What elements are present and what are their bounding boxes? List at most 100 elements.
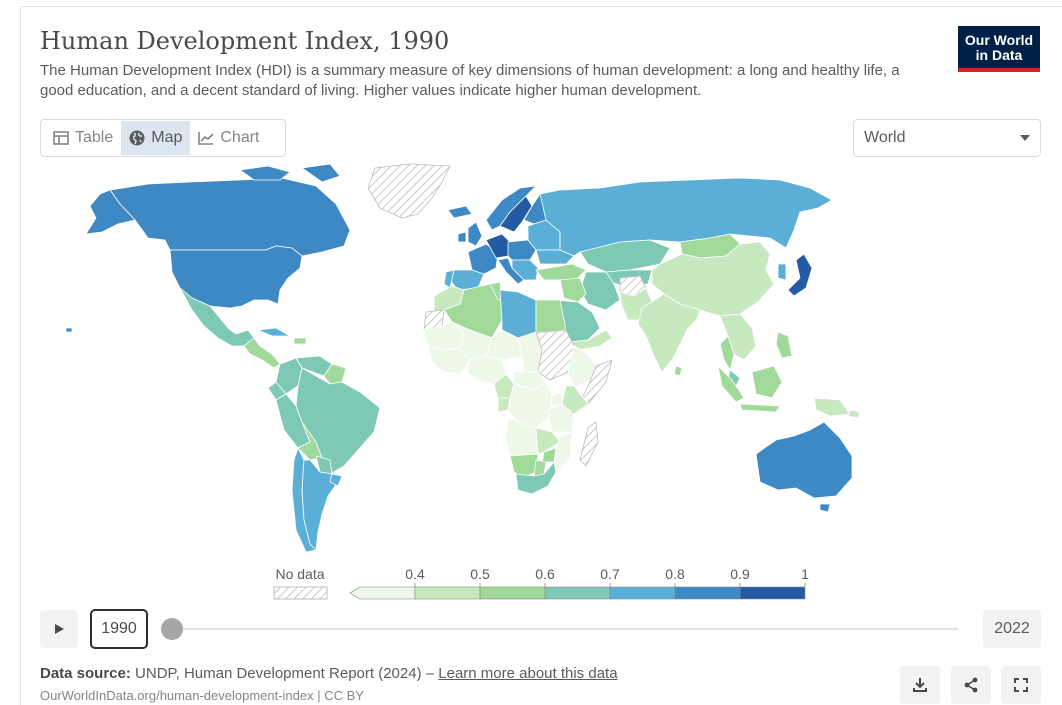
legend-bin (674, 586, 741, 600)
data-source-label: Data source: (40, 665, 131, 682)
country-sri-lanka[interactable] (673, 365, 683, 377)
country-iceland[interactable] (447, 205, 473, 219)
country-dr-congo[interactable] (507, 381, 553, 429)
country-cuba[interactable] (257, 327, 291, 337)
fullscreen-icon (1014, 678, 1028, 692)
tab-map[interactable]: Map (121, 121, 191, 155)
country-ireland[interactable] (457, 231, 467, 243)
end-year-box[interactable]: 2022 (983, 610, 1041, 648)
timeline-handle[interactable] (161, 618, 183, 640)
country-iraq-syria[interactable] (559, 277, 587, 303)
play-button[interactable] (40, 610, 78, 648)
country-papua-new-guinea[interactable] (813, 397, 851, 417)
legend-ticks: 0.4 0.5 0.6 0.7 0.8 0.9 1 (405, 566, 809, 587)
legend-bin (544, 586, 611, 600)
learn-more-link[interactable]: Learn more about this data (438, 665, 618, 682)
world-map[interactable] (40, 160, 860, 560)
chevron-down-icon (1020, 135, 1030, 141)
table-icon (53, 131, 69, 145)
legend-below-swatch (349, 586, 416, 600)
owid-logo[interactable]: Our World in Data (958, 26, 1040, 72)
country-indonesia-borneo[interactable] (751, 365, 783, 399)
country-pacific-islands[interactable] (847, 409, 860, 419)
view-tabs: Table Map Chart (40, 119, 286, 157)
legend-bin (414, 586, 481, 600)
legend-bin (479, 586, 546, 600)
region-select-value: World (864, 129, 906, 146)
region-select[interactable]: World (853, 119, 1041, 157)
legend-tick-label: 0.9 (730, 566, 750, 582)
country-zambia[interactable] (535, 427, 561, 455)
legend-bins (414, 586, 806, 600)
country-guianas[interactable] (323, 363, 347, 385)
legend-tick-label: 1 (801, 566, 809, 582)
country-turkey[interactable] (535, 263, 587, 281)
data-source-text: UNDP, Human Development Report (2024) – (135, 665, 435, 682)
legend-no-data-label: No data (275, 566, 324, 582)
legend-bin (609, 586, 676, 600)
data-source: Data source: UNDP, Human Development Rep… (40, 665, 618, 682)
country-kenya[interactable] (561, 385, 589, 415)
country-japan[interactable] (787, 253, 813, 297)
country-philippines[interactable] (775, 331, 793, 359)
country-ukraine[interactable] (535, 249, 575, 265)
page-title: Human Development Index, 1990 (40, 27, 450, 55)
source-url: OurWorldInData.org/human-development-ind… (40, 688, 364, 703)
country-uganda[interactable] (551, 391, 563, 407)
legend-tick-label: 0.5 (470, 566, 490, 582)
legend-bin (739, 586, 806, 600)
country-uk[interactable] (467, 221, 483, 247)
share-button[interactable] (951, 666, 991, 704)
fullscreen-button[interactable] (1001, 666, 1041, 704)
country-china[interactable] (651, 241, 775, 317)
legend-tick-label: 0.4 (405, 566, 425, 582)
country-madagascar[interactable] (579, 421, 599, 467)
country-argentina[interactable] (301, 459, 339, 551)
legend-tick-label: 0.6 (535, 566, 555, 582)
download-button[interactable] (900, 666, 940, 704)
country-namibia[interactable] (509, 453, 539, 479)
country-korea[interactable] (777, 263, 787, 281)
country-south-africa[interactable] (515, 461, 557, 495)
country-west-africa-coast[interactable] (427, 345, 471, 375)
country-mexico[interactable] (179, 287, 255, 347)
share-icon (964, 677, 978, 693)
tab-chart-label: Chart (220, 129, 260, 146)
country-tasmania[interactable] (819, 503, 831, 513)
timeline-controls: 1990 2022 (40, 609, 1041, 649)
country-usa-alaska[interactable] (85, 189, 136, 235)
country-uruguay[interactable] (329, 473, 343, 487)
tab-chart[interactable]: Chart (190, 121, 267, 155)
legend-no-data-swatch (273, 586, 328, 600)
country-greenland[interactable] (367, 163, 451, 219)
chart-frame (20, 6, 1062, 705)
country-canada-islands[interactable] (239, 163, 341, 183)
country-hawaii[interactable] (65, 327, 73, 333)
current-year-box[interactable]: 1990 (90, 609, 148, 649)
country-indonesia-sumatra[interactable] (717, 365, 745, 403)
tab-table-label: Table (75, 129, 114, 146)
country-gabon-congo[interactable] (497, 397, 511, 413)
line-chart-icon (198, 132, 214, 145)
country-australia[interactable] (755, 421, 853, 499)
page-subtitle: The Human Development Index (HDI) is a s… (40, 62, 900, 99)
legend-tick-label: 0.8 (665, 566, 685, 582)
tab-table[interactable]: Table (45, 121, 121, 155)
country-libya[interactable] (499, 289, 537, 339)
country-central-america[interactable] (243, 337, 281, 369)
globe-icon (129, 130, 145, 146)
timeline-track[interactable] (172, 628, 958, 630)
country-balkans[interactable] (511, 259, 539, 281)
tab-map-label: Map (151, 129, 183, 146)
country-thailand[interactable] (719, 335, 735, 371)
country-indonesia-java[interactable] (739, 403, 781, 413)
download-icon (913, 678, 927, 692)
country-hispaniola[interactable] (293, 337, 307, 345)
play-icon (55, 624, 64, 634)
legend-tick-label: 0.7 (600, 566, 620, 582)
map-legend: No data 0.4 0.5 0.6 0.7 0.8 0.9 1 (273, 566, 809, 600)
country-india[interactable] (637, 293, 701, 373)
country-canada[interactable] (109, 177, 351, 257)
logo-line-1: Our World (964, 32, 1034, 48)
country-tanzania[interactable] (547, 403, 575, 433)
